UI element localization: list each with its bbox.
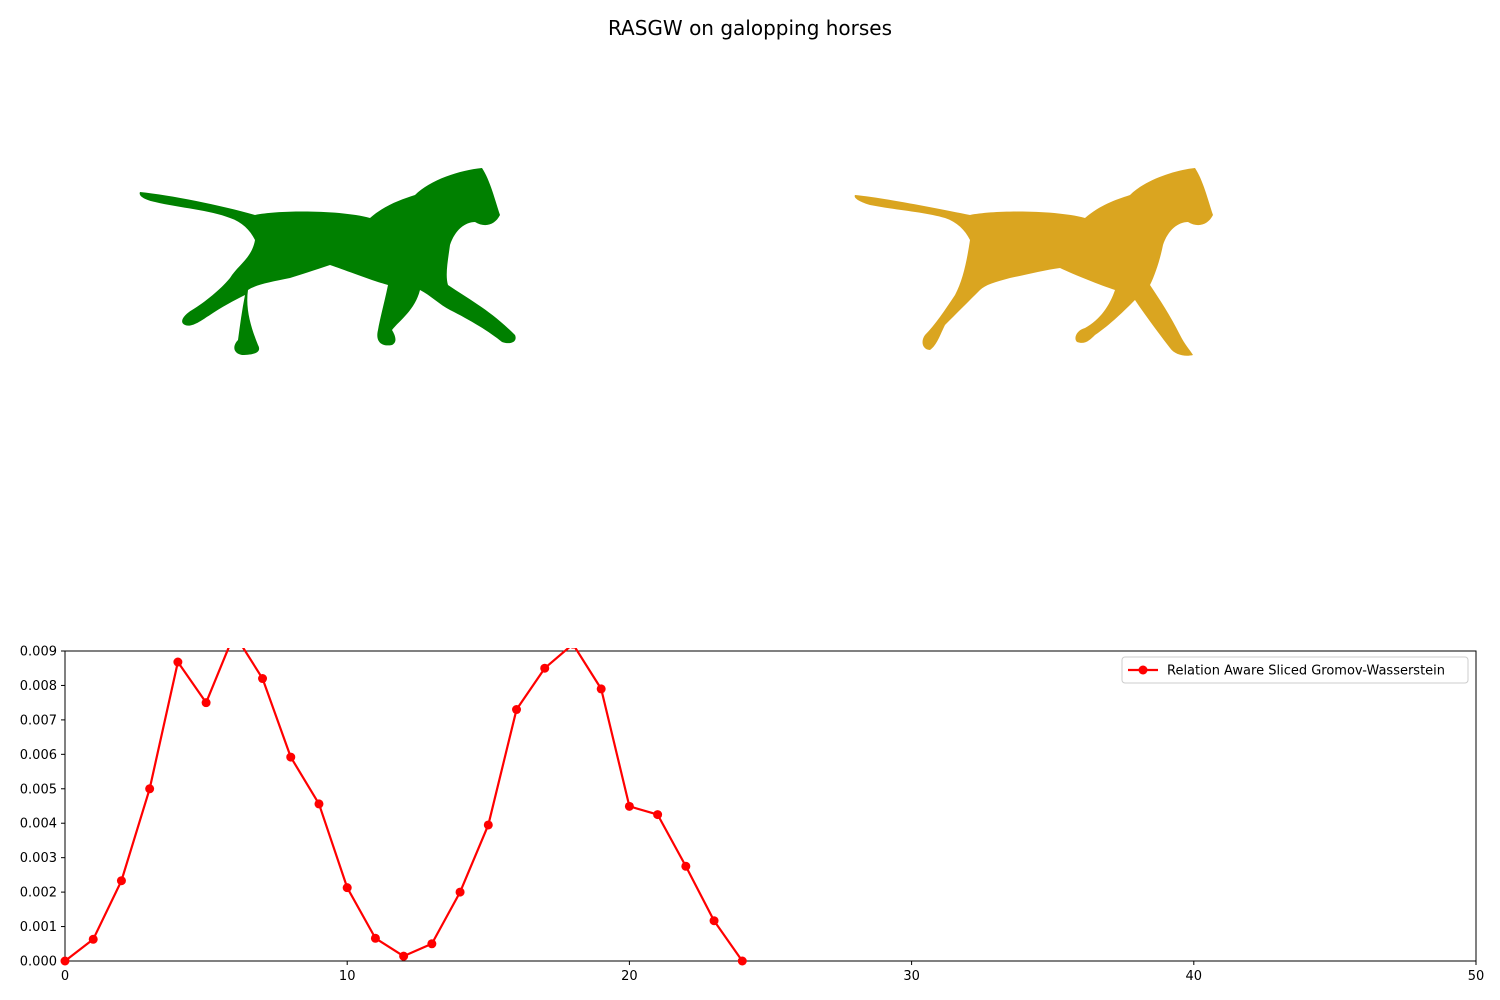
x-tick-label: 30 (903, 969, 920, 984)
data-point (314, 799, 324, 809)
source-horse-shape (139, 168, 516, 355)
data-point (399, 951, 409, 961)
legend-marker-swatch (1138, 665, 1148, 675)
x-tick-label: 0 (61, 969, 69, 984)
data-point (709, 916, 719, 926)
y-tick-label: 0.001 (20, 920, 57, 935)
series-line (64, 648, 744, 962)
target-horse-image (854, 168, 1213, 356)
data-point (540, 663, 550, 673)
data-point (230, 629, 239, 638)
figure-title: RASGW on galopping horses (607, 16, 893, 40)
data-point (512, 705, 522, 715)
x-axis: 0 10 20 30 40 50 (61, 961, 1484, 984)
x-tick-label: 50 (1468, 969, 1485, 984)
y-tick-label: 0.004 (20, 817, 57, 832)
y-tick-label: 0.007 (20, 713, 57, 728)
data-point (596, 684, 606, 694)
y-tick-label: 0.005 (20, 782, 57, 797)
data-point (116, 876, 126, 886)
x-tick-label: 10 (339, 969, 356, 984)
data-point (570, 648, 576, 649)
data-point (201, 698, 211, 708)
source-horse-image (139, 168, 516, 355)
y-tick-label: 0.002 (20, 886, 57, 901)
x-tick-label: 40 (1186, 969, 1203, 984)
data-point (653, 810, 663, 820)
x-tick-label: 20 (621, 969, 638, 984)
data-point (455, 887, 465, 897)
data-point (286, 752, 296, 762)
data-point (737, 956, 747, 966)
data-point (60, 956, 70, 966)
data-point (342, 883, 352, 893)
legend-label: Relation Aware Sliced Gromov-Wasserstein (1167, 664, 1445, 679)
axes-frame (64, 650, 1477, 962)
y-tick-label: 0.000 (20, 955, 57, 970)
data-point (427, 939, 437, 949)
data-point (173, 657, 183, 667)
y-tick-label: 0.003 (20, 851, 57, 866)
data-point (681, 861, 691, 871)
data-point (258, 674, 268, 684)
y-tick-label: 0.006 (20, 748, 57, 763)
target-horse-shape (854, 168, 1213, 356)
data-point (370, 933, 380, 943)
legend: Relation Aware Sliced Gromov-Wasserstein (1121, 656, 1469, 684)
legend-box (1121, 656, 1469, 684)
y-tick-label: 0.009 (20, 645, 57, 660)
data-point (624, 801, 634, 811)
data-point (483, 820, 493, 830)
series-layer (60, 629, 747, 966)
data-point (88, 934, 98, 944)
y-axis: 0.000 0.001 0.002 0.003 0.004 0.005 0.006 0.007… (20, 645, 65, 970)
y-tick-label: 0.008 (20, 679, 57, 694)
data-point (145, 784, 155, 794)
